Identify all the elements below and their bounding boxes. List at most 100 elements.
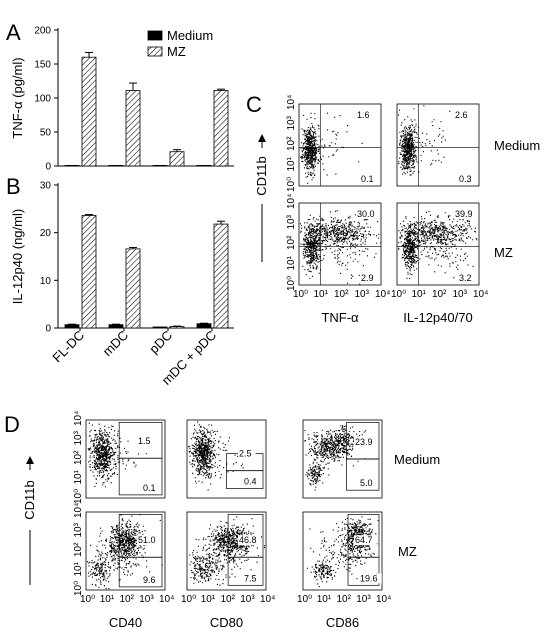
chart-a-bar-medium — [108, 164, 124, 167]
panel-c-medium-tnf-pct-lower-bg — [360, 174, 378, 184]
panel-c-mz-tnf-x-tick-label: 10⁴ — [375, 289, 390, 300]
panel-c-medium-il12-frame — [396, 103, 480, 187]
panel-c-mz-il12-x-tick-label: 10² — [432, 289, 447, 300]
panel-c-mz-il12-x-tick-label: 10³ — [453, 289, 468, 300]
chart-b-bar-medium — [108, 324, 124, 329]
panel-d-mz-cd80-pct-lower-bg — [243, 573, 261, 584]
panel-c-medium-il12-pct-upper-bg — [454, 110, 472, 120]
panel-d-medium-cd40-y-tick-label: 10¹ — [73, 469, 84, 484]
panel-c-mz-il12-x-tick-label: 10¹ — [412, 289, 427, 300]
panel-d-mz-cd40-pct-upper-bg — [137, 535, 160, 546]
panel-d-medium-cd86-gate-lower — [346, 458, 380, 491]
chart-a-bar-mz — [81, 56, 97, 167]
chart-a-y-tick-label: 50 — [40, 128, 52, 139]
panel-d-mz-cd86-pct-lower: 19.6 — [360, 573, 378, 583]
panel-d-mz-cd40-pct-upper: 51.0 — [138, 535, 156, 545]
chart-b-bar-mz — [213, 223, 229, 329]
panel-c-mz-il12-pct-lower: 3.2 — [459, 273, 472, 283]
panel-d-medium-cd86-pct-upper-bg — [354, 437, 377, 447]
panel-c-medium-tnf-pct-upper-bg — [356, 110, 374, 120]
panel-d-mz-cd40-y-tick-label: 10² — [73, 542, 84, 557]
panel-d-mz-cd40-x-tick-label: 10³ — [139, 594, 154, 605]
panel-d-medium-cd80-frame — [186, 419, 267, 499]
panel-c-mz-tnf-event-dots — [299, 210, 382, 285]
panel-d-y-label: CD11b — [22, 480, 37, 520]
panel-d-mz-cd80-x-tick-label: 10⁰ — [181, 594, 196, 605]
panel-c-mz-tnf-x-tick-label: 10² — [334, 289, 349, 300]
chart-b-bar-mz — [81, 215, 97, 329]
panel-d-x-label-0: CD40 — [109, 615, 142, 630]
panel-d-mz-cd86-x-tick-label: 10¹ — [317, 594, 332, 605]
legend-label-medium: Medium — [167, 28, 213, 43]
chart-a-bar-medium — [152, 164, 168, 167]
panel-c-mz-tnf-x-tick-label: 10¹ — [314, 289, 329, 300]
chart-b-category-label: mDC — [100, 328, 132, 360]
panel-d-mz-cd40-x-tick-label: 10⁰ — [80, 594, 95, 605]
legend-swatch-mz — [147, 46, 163, 57]
chart-b-y-tick-label: 30 — [40, 181, 52, 192]
panel-d-medium-cd40-pct-upper-bg — [137, 436, 155, 447]
panel-d-mz-cd40-y-tick-label: 10⁴ — [73, 503, 84, 518]
panel-c-flow: 1.6 0.1 10⁰ 10¹ 10² 10³ 10⁴ 2.6 0.3 30.0 2.9 10⁰ 10¹… — [254, 95, 540, 325]
panel-c-mz-il12-pct-upper-bg — [454, 209, 477, 219]
panel-d-medium-cd40-y-tick-label: 10⁰ — [73, 489, 84, 504]
chart-b-bar-mz — [125, 248, 141, 329]
panel-d-row-label-medium: Medium — [394, 452, 440, 467]
panel-c-x-label-1: IL-12p40/70 — [403, 310, 472, 325]
panel-d-mz-cd86-event-dots — [306, 516, 379, 588]
panel-d-mz-cd80-x-tick-label: 10³ — [240, 594, 255, 605]
panel-d-medium-cd80-pct-lower: 0.4 — [244, 477, 257, 487]
panel-c-mz-il12-event-dots — [398, 210, 478, 279]
panel-d-mz-cd86-pct-upper: 64.7 — [355, 535, 373, 545]
chart-a-y-axis-label: TNF-α (pg/ml) — [10, 57, 25, 138]
panel-d-flow: 1.5 0.1 10⁰ 10¹ 10² 10³ 10⁴ 2.5 0.4 23.9 5.0 51.0 9.… — [22, 411, 440, 630]
panel-d-mz-cd86-pct-lower-bg — [359, 573, 382, 584]
panel-d-mz-cd40-y-tick-label: 10³ — [73, 522, 84, 537]
panel-c-medium-tnf-frame — [298, 103, 382, 187]
panel-d-medium-cd86-pct-lower: 5.0 — [360, 478, 373, 488]
chart-b-category-label: FL-DC — [49, 328, 87, 366]
chart-a-bar-mz — [213, 90, 229, 167]
panel-c-mz-tnf-y-tick-label: 10⁴ — [286, 194, 297, 209]
chart-b-bar-medium — [64, 324, 80, 329]
chart-b-bar-mz — [169, 326, 185, 329]
chart-a-y-tick-label: 200 — [34, 26, 51, 37]
panel-c-medium-il12-pct-lower-bg — [458, 174, 476, 184]
panel-d-y-arrow-head — [26, 456, 34, 464]
panel-d-mz-cd86-gate-lower — [347, 556, 380, 586]
panel-d-mz-cd80-x-tick-label: 10¹ — [201, 594, 216, 605]
panel-label-c: C — [246, 92, 262, 117]
panel-d-mz-cd86-x-tick-label: 10⁰ — [297, 594, 312, 605]
panel-d-mz-cd40-gate-lower — [118, 556, 163, 588]
panel-d-mz-cd86-pct-upper-bg — [354, 535, 377, 546]
panel-c-medium-tnf-y-tick-label: 10¹ — [286, 156, 297, 171]
chart-b-bar-medium — [196, 323, 212, 329]
panel-d-medium-cd40-pct-lower: 0.1 — [143, 483, 156, 493]
legend-label-mz: MZ — [167, 44, 186, 59]
panel-d-mz-cd86-x-tick-label: 10³ — [356, 594, 371, 605]
panel-c-medium-tnf-event-dots — [300, 112, 363, 184]
panel-d-medium-cd80-gate-lower — [226, 470, 264, 489]
panel-label-a: A — [6, 20, 21, 45]
panel-c-mz-il12-pct-upper: 39.9 — [455, 209, 473, 219]
panel-c-mz-tnf-y-tick-label: 10⁰ — [286, 276, 297, 291]
panel-c-medium-tnf-pct-upper: 1.6 — [357, 110, 370, 120]
legend-swatch-medium — [147, 30, 163, 41]
panel-d-medium-cd80-pct-upper-bg — [238, 448, 256, 459]
panel-c-medium-tnf-y-tick-label: 10⁴ — [286, 95, 297, 110]
panel-d-medium-cd86-frame — [302, 419, 383, 499]
panel-d-mz-cd80-x-tick-label: 10⁴ — [260, 594, 275, 605]
panel-d-mz-cd40-pct-lower: 9.6 — [143, 575, 156, 585]
panel-d-mz-cd80-event-dots — [189, 516, 266, 586]
panel-c-mz-tnf-pct-upper-bg — [356, 209, 379, 219]
panel-d-mz-cd40-frame — [85, 511, 166, 591]
panel-d-mz-cd86-frame — [302, 511, 383, 591]
chart-b-y-tick-label: 20 — [40, 228, 52, 239]
panel-d-mz-cd86-x-tick-label: 10² — [337, 594, 352, 605]
chart-a-y-tick-label: 100 — [34, 94, 51, 105]
panel-d-mz-cd80-x-tick-label: 10² — [221, 594, 236, 605]
panel-d-medium-cd80-pct-upper: 2.5 — [239, 449, 252, 459]
panel-c-row-label-medium: Medium — [494, 138, 540, 153]
